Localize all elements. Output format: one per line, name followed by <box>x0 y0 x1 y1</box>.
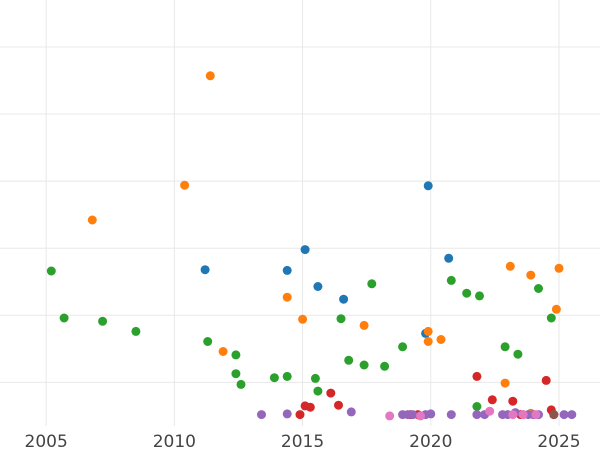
grid-layer <box>0 0 600 426</box>
data-point <box>446 275 456 285</box>
x-tick-label: 2025 <box>537 432 580 450</box>
data-point <box>282 265 292 275</box>
data-point <box>282 371 292 381</box>
data-point <box>205 71 215 81</box>
data-point <box>257 410 266 420</box>
data-point <box>472 410 482 420</box>
data-point <box>500 342 510 352</box>
data-point <box>487 395 497 405</box>
series-1 <box>87 71 564 418</box>
data-point <box>203 337 213 346</box>
data-point <box>423 337 433 346</box>
data-point <box>444 253 454 263</box>
data-point <box>346 407 356 417</box>
data-point <box>423 181 433 191</box>
x-tick-label: 2020 <box>409 432 452 450</box>
data-point <box>531 410 541 420</box>
data-point <box>549 410 559 420</box>
data-point <box>339 294 349 304</box>
series-5 <box>385 406 541 421</box>
data-point <box>416 411 425 421</box>
data-point <box>269 373 279 383</box>
data-point <box>359 320 369 330</box>
data-point <box>462 288 472 298</box>
data-point <box>475 291 484 301</box>
data-point <box>534 284 543 293</box>
x-axis-ticks: 2005 2010 2015 2020 2025 <box>25 432 581 450</box>
series-2 <box>46 266 556 411</box>
data-point <box>180 180 190 190</box>
data-point <box>359 360 369 370</box>
data-point <box>408 410 418 420</box>
data-point <box>334 400 343 410</box>
data-point <box>513 349 523 359</box>
data-point <box>551 304 561 314</box>
data-point <box>554 263 564 273</box>
data-point <box>500 378 510 388</box>
series-0 <box>200 181 454 338</box>
data-point <box>344 355 354 365</box>
data-point <box>423 326 433 336</box>
data-point <box>398 342 408 352</box>
data-point <box>46 266 56 276</box>
series-6 <box>549 410 559 420</box>
data-point <box>231 369 241 379</box>
data-point <box>526 270 536 280</box>
data-point <box>508 396 518 406</box>
x-tick-label: 2015 <box>281 432 324 450</box>
data-point <box>546 313 556 323</box>
data-point <box>446 410 456 420</box>
data-point <box>218 347 228 356</box>
data-point <box>131 326 141 336</box>
data-point <box>385 411 395 421</box>
data-point <box>87 215 97 225</box>
data-point <box>310 373 320 383</box>
data-point <box>472 402 482 411</box>
data-point <box>231 350 241 360</box>
data-point <box>426 409 436 419</box>
data-point <box>436 335 446 344</box>
data-point <box>98 316 108 326</box>
data-point <box>282 409 292 419</box>
data-point <box>300 245 310 255</box>
data-point <box>508 410 518 420</box>
data-point <box>326 388 336 398</box>
data-point <box>541 375 551 385</box>
data-point <box>313 386 323 396</box>
data-point <box>505 261 515 271</box>
data-point <box>567 410 577 420</box>
x-tick-label: 2005 <box>25 432 68 450</box>
data-point <box>295 410 305 420</box>
data-point <box>298 314 308 324</box>
data-point <box>367 279 377 289</box>
data-point <box>336 314 346 324</box>
data-point <box>313 282 323 291</box>
data-point <box>559 410 569 420</box>
data-point <box>305 402 315 412</box>
data-point <box>472 371 482 381</box>
data-point <box>518 410 528 420</box>
data-point <box>485 406 495 416</box>
data-point <box>200 265 210 275</box>
x-tick-label: 2010 <box>153 432 196 450</box>
points-layer <box>46 71 577 421</box>
data-point <box>59 313 69 323</box>
data-point <box>236 379 246 389</box>
data-point <box>282 292 292 302</box>
data-point <box>380 361 390 371</box>
